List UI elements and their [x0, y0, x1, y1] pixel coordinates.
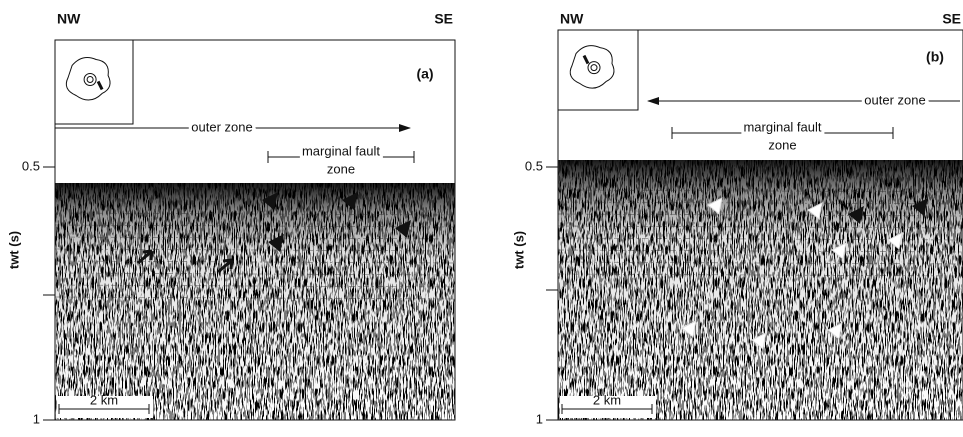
- panel-frame: [54, 39, 456, 421]
- zone-label: outer zone: [864, 92, 925, 107]
- panel-label: (a): [416, 66, 433, 82]
- reflector: [54, 272, 456, 276]
- seafloor-reflector: [558, 160, 963, 420]
- scale-label: 2 km: [90, 392, 118, 407]
- inset-map: [557, 29, 639, 111]
- panel-frame: [557, 29, 963, 421]
- reflector: [54, 224, 456, 228]
- zone-label: outer zone: [191, 119, 252, 134]
- profile-location: [582, 54, 590, 65]
- reflector: [54, 212, 456, 216]
- panel: NW SE (b) outer zone marginal fault zone twt (…: [511, 11, 963, 426]
- tick-label: 0.5: [22, 158, 40, 173]
- reflector: [54, 284, 456, 288]
- feature-arrowhead-white: [681, 320, 697, 338]
- feature-arrowhead-white: [827, 322, 843, 340]
- feature-arrow: [217, 258, 234, 274]
- bracket-label: zone: [327, 161, 355, 176]
- reflector: [557, 225, 963, 229]
- scale-bg: [560, 396, 656, 418]
- tick-label: 1: [33, 411, 40, 426]
- seafloor-reflector: [55, 183, 455, 420]
- reflector: [54, 260, 456, 264]
- reflector: [54, 296, 456, 300]
- reflector: [54, 248, 456, 252]
- caldera: [587, 61, 601, 75]
- zone-bracket: [267, 151, 415, 163]
- tick-label: 1: [536, 411, 543, 426]
- scale-bg: [57, 396, 153, 418]
- bracket-label: zone: [768, 137, 796, 152]
- feature-arrowhead: [262, 192, 278, 210]
- reflector: [54, 236, 456, 240]
- reflector: [557, 201, 963, 205]
- direction-right: SE: [434, 11, 453, 27]
- axis-label: twt (s): [6, 231, 21, 269]
- feature-arrowhead-white: [831, 242, 847, 260]
- reflector: [557, 189, 963, 193]
- feature-arrow: [137, 249, 154, 265]
- feature-arrowhead: [268, 234, 284, 252]
- scale-bar: [561, 404, 653, 414]
- feature-arrowhead-white: [751, 332, 767, 350]
- feature-arrowhead: [848, 206, 864, 224]
- direction-right: SE: [942, 11, 961, 27]
- island-outline: [65, 57, 111, 101]
- reflector: [557, 261, 963, 265]
- panel: NW SE (a) outer zone marginal fault zone twt (…: [6, 11, 456, 426]
- feature-arrowhead: [342, 192, 358, 210]
- direction-left: NW: [57, 11, 81, 27]
- feature-arrowhead-white: [887, 232, 903, 250]
- reflector: [557, 273, 963, 277]
- caldera-inner: [86, 75, 94, 83]
- inset-map: [54, 39, 134, 125]
- zone-bracket: [671, 127, 894, 139]
- caldera-inner: [590, 64, 598, 72]
- bracket-label: marginal fault: [302, 143, 380, 158]
- feature-arrowhead: [395, 220, 411, 238]
- bracket-label: marginal fault: [743, 119, 821, 134]
- profile-location: [96, 80, 104, 91]
- feature-arrowhead: [912, 198, 928, 216]
- scale-label: 2 km: [593, 392, 621, 407]
- scale-bar: [58, 404, 150, 414]
- caldera: [83, 72, 97, 86]
- feature-arrowhead-white: [707, 197, 723, 215]
- island-outline: [569, 45, 615, 89]
- reflector: [557, 213, 963, 217]
- panel-label: (b): [926, 49, 944, 65]
- direction-left: NW: [560, 11, 584, 27]
- reflector: [557, 249, 963, 253]
- axis-label: twt (s): [511, 231, 526, 269]
- feature-arrowhead-white: [807, 202, 823, 220]
- tick-label: 0.5: [525, 158, 543, 173]
